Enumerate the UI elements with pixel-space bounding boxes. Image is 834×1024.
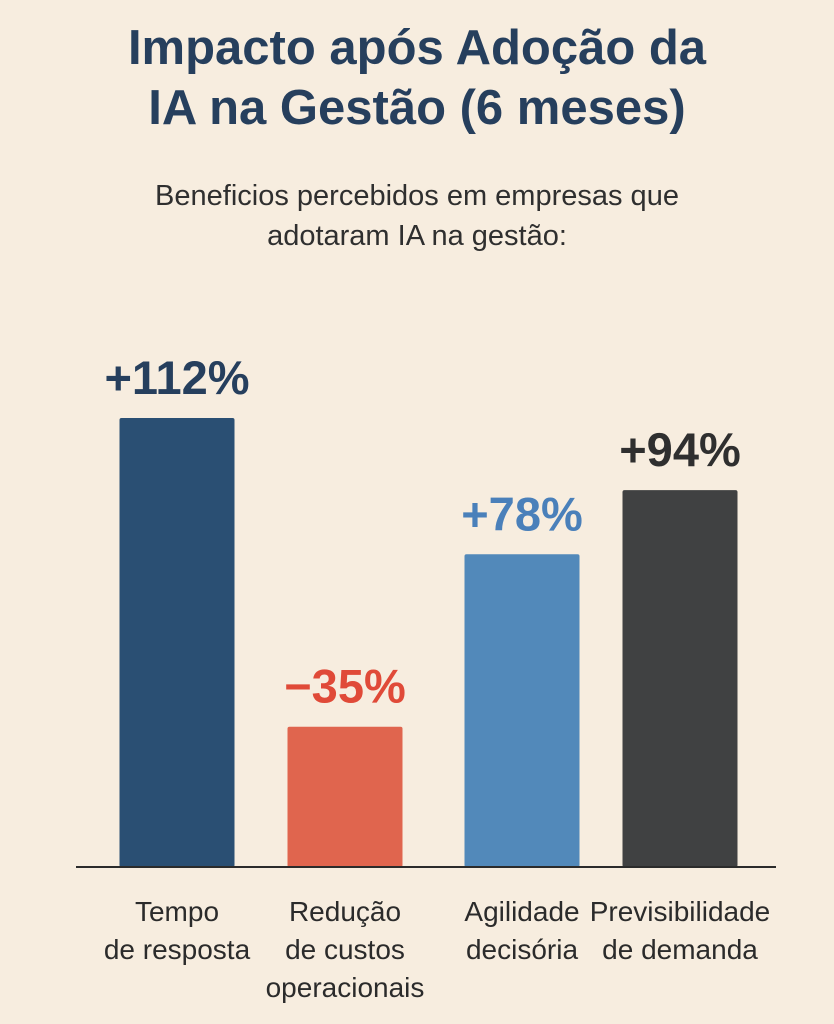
bar-3 [464,554,580,867]
bar-2 [287,726,403,867]
category-label-3-line-2: decisória [466,934,578,965]
category-label-3-line-1: Agilidade [464,896,579,927]
chart-title: Impacto após Adoção da IA na Gestão (6 m… [0,18,834,138]
bar-value-label-4: +94% [619,423,741,476]
category-label-4-line-2: de demanda [602,934,758,965]
category-label-1-line-1: Tempo [135,896,219,927]
bar-value-label-3: +78% [461,487,583,540]
category-label-2-line-2: de custos [285,934,405,965]
bar-4 [622,490,738,867]
category-label-1-line-2: de resposta [104,934,251,965]
chart-subtitle-line-1: Beneficios percebidos em empresas que [155,180,679,212]
bar-value-label-2: −35% [284,660,406,713]
bar-1 [119,418,235,867]
category-label-4-line-1: Previsibilidade [590,896,771,927]
chart-title-line-2: IA na Gestão (6 meses) [148,81,686,135]
category-label-2-line-3: operacionais [266,972,425,1003]
chart-subtitle: Beneficios percebidos em empresas que ad… [0,176,834,256]
bar-value-label-1: +112% [104,351,249,404]
chart-subtitle-line-2: adotaram IA na gestão: [267,220,567,252]
chart-title-line-1: Impacto após Adoção da [127,21,707,75]
category-label-2-line-1: Redução [289,896,401,927]
